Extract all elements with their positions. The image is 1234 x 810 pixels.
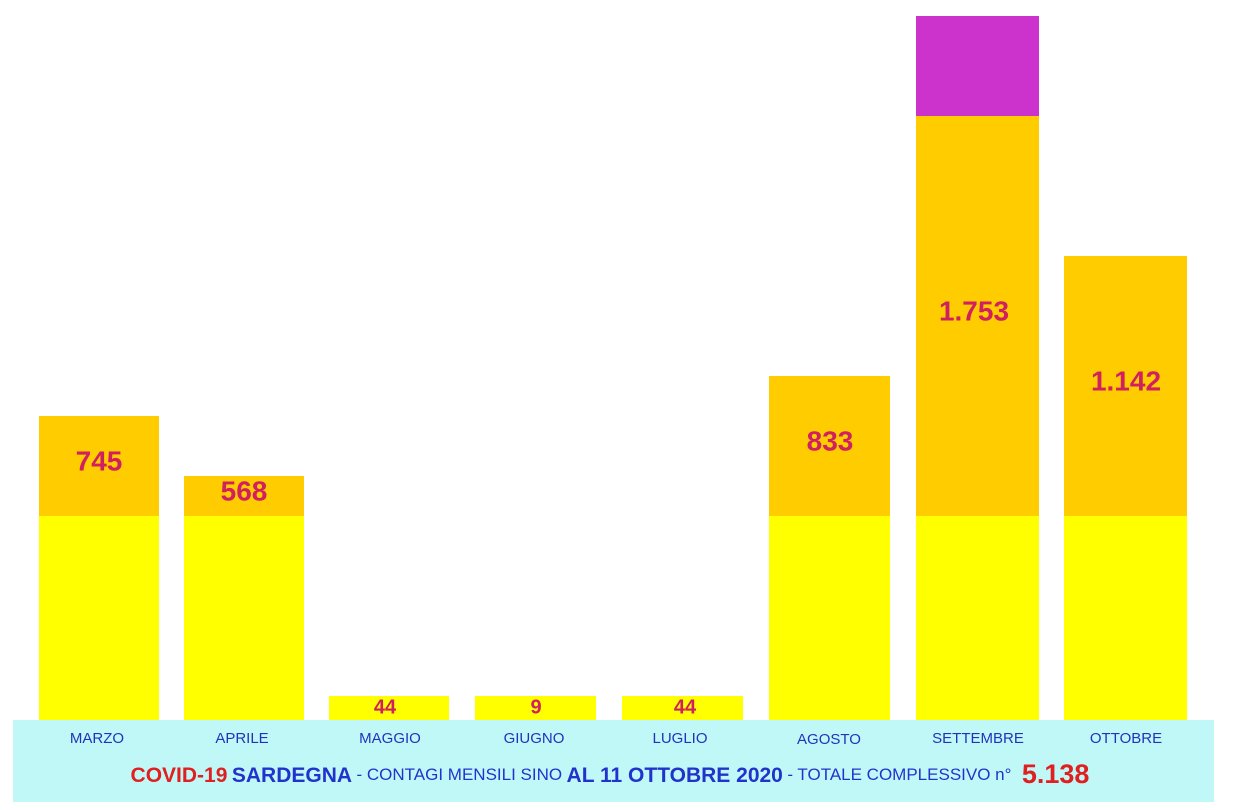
footer-total: 5.138: [1022, 759, 1090, 789]
bar-base: [39, 516, 159, 720]
bar-top: [39, 416, 159, 516]
bar-top: [916, 116, 1039, 516]
value-label: 9: [530, 696, 541, 718]
footer-date: AL 11 OTTOBRE 2020: [567, 764, 783, 787]
bar-base: [184, 516, 304, 720]
footer-region: SARDEGNA: [232, 764, 352, 787]
value-label: 745: [76, 445, 123, 476]
value-label: 44: [674, 696, 697, 718]
footer-text: - CONTAGI MENSILI SINO: [357, 765, 563, 784]
value-label: 1.753: [939, 295, 1009, 326]
month-label: MARZO: [70, 730, 124, 747]
bar-top: [769, 376, 890, 516]
footer-band: [13, 720, 1214, 802]
bar-base: [475, 696, 596, 720]
bar-base: [916, 516, 1039, 720]
month-label: SETTEMBRE: [932, 730, 1024, 747]
month-label: GIUGNO: [504, 730, 565, 747]
value-label: 568: [221, 475, 268, 506]
bar-cap: [916, 16, 1039, 116]
value-label: 44: [374, 696, 397, 718]
footer-text: - TOTALE COMPLESSIVO n°: [787, 765, 1011, 784]
value-label: 833: [807, 425, 854, 456]
footer-title: COVID-19 SARDEGNA - CONTAGI MENSILI SINO…: [131, 759, 1090, 789]
footer-covid: COVID-19: [131, 764, 228, 787]
bars: [39, 16, 1187, 720]
bar-base: [622, 696, 743, 720]
bar-base: [769, 516, 890, 720]
month-label: MAGGIO: [359, 730, 421, 747]
month-label: APRILE: [215, 730, 268, 747]
month-label: AGOSTO: [797, 731, 861, 748]
bar-top: [1064, 256, 1187, 516]
month-label: OTTOBRE: [1090, 730, 1162, 747]
month-label: LUGLIO: [652, 730, 707, 747]
bar-top: [184, 476, 304, 516]
bar-base: [1064, 516, 1187, 720]
value-label: 1.142: [1091, 365, 1161, 396]
bar-base: [329, 696, 449, 720]
